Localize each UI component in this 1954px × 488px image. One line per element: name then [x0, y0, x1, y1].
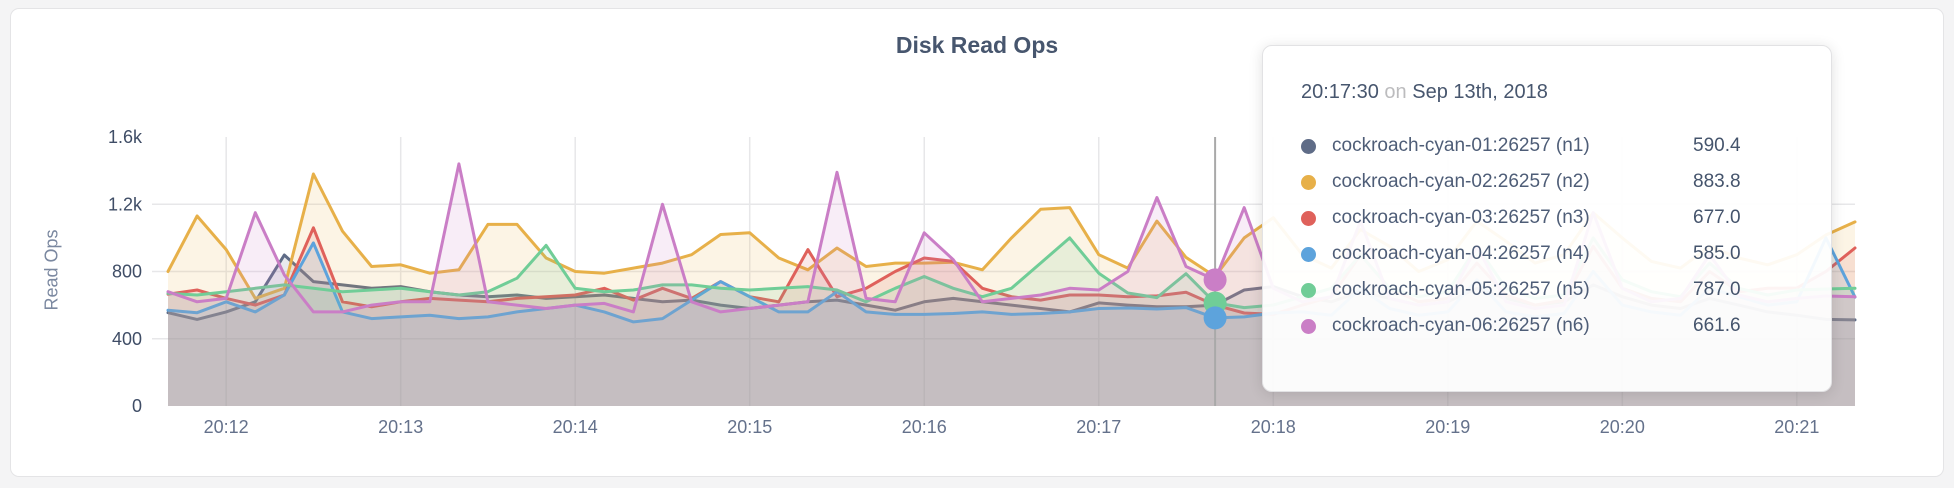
- y-tick-label: 400: [112, 329, 142, 349]
- tooltip-series-value: 787.0: [1693, 279, 1741, 300]
- tooltip-title: 20:17:30 on Sep 13th, 2018: [1263, 46, 1831, 104]
- x-tick-label: 20:21: [1774, 417, 1819, 437]
- x-tick-label: 20:13: [378, 417, 423, 437]
- tooltip-row: cockroach-cyan-06:26257 (n6) 661.6: [1263, 308, 1831, 344]
- tooltip-rows: cockroach-cyan-01:26257 (n1) 590.4 cockroa…: [1263, 128, 1831, 344]
- y-tick-label: 0: [132, 396, 142, 416]
- tooltip-series-label: cockroach-cyan-05:26257 (n5): [1332, 279, 1590, 300]
- x-tick-label: 20:18: [1251, 417, 1296, 437]
- series-color-dot-icon: [1301, 210, 1316, 226]
- tooltip-row: cockroach-cyan-05:26257 (n5) 787.0: [1263, 272, 1831, 308]
- x-tick-label: 20:12: [204, 417, 249, 437]
- tooltip-series-value: 590.4: [1693, 135, 1741, 156]
- tooltip-series-label: cockroach-cyan-04:26257 (n4): [1332, 243, 1590, 264]
- y-axis-label: Read Ops: [41, 229, 62, 311]
- hover-dot-n4: [1203, 306, 1227, 330]
- tooltip-series-label: cockroach-cyan-03:26257 (n3): [1332, 207, 1590, 228]
- tooltip-series-value: 661.6: [1693, 315, 1741, 336]
- series-color-dot-icon: [1301, 318, 1316, 334]
- tooltip-time: 20:17:30: [1301, 81, 1379, 103]
- x-tick-label: 20:16: [902, 417, 947, 437]
- hover-dot-n6: [1203, 268, 1227, 292]
- tooltip-series-value: 677.0: [1693, 207, 1741, 228]
- series-color-dot-icon: [1301, 138, 1316, 154]
- chart-tooltip: 20:17:30 on Sep 13th, 2018 cockroach-cya…: [1262, 45, 1832, 392]
- tooltip-row: cockroach-cyan-04:26257 (n4) 585.0: [1263, 236, 1831, 272]
- tooltip-date: Sep 13th, 2018: [1412, 81, 1548, 103]
- x-tick-label: 20:14: [553, 417, 598, 437]
- y-tick-label: 1.6k: [108, 127, 143, 147]
- tooltip-row: cockroach-cyan-02:26257 (n2) 883.8: [1263, 164, 1831, 200]
- x-tick-label: 20:17: [1076, 417, 1121, 437]
- tooltip-on-text: on: [1384, 81, 1407, 103]
- series-color-dot-icon: [1301, 174, 1316, 190]
- tooltip-series-label: cockroach-cyan-06:26257 (n6): [1332, 315, 1590, 336]
- chart-title: Disk Read Ops: [895, 32, 1059, 58]
- tooltip-series-label: cockroach-cyan-01:26257 (n1): [1332, 135, 1590, 156]
- tooltip-series-value: 883.8: [1693, 171, 1741, 192]
- x-tick-label: 20:19: [1425, 417, 1470, 437]
- series-color-dot-icon: [1301, 282, 1316, 298]
- x-tick-label: 20:20: [1600, 417, 1645, 437]
- y-tick-label: 800: [112, 262, 142, 282]
- y-tick-label: 1.2k: [108, 194, 143, 214]
- tooltip-series-label: cockroach-cyan-02:26257 (n2): [1332, 171, 1590, 192]
- tooltip-series-value: 585.0: [1693, 243, 1741, 264]
- tooltip-row: cockroach-cyan-01:26257 (n1) 590.4: [1263, 128, 1831, 164]
- series-color-dot-icon: [1301, 246, 1316, 262]
- x-tick-label: 20:15: [727, 417, 772, 437]
- tooltip-row: cockroach-cyan-03:26257 (n3) 677.0: [1263, 200, 1831, 236]
